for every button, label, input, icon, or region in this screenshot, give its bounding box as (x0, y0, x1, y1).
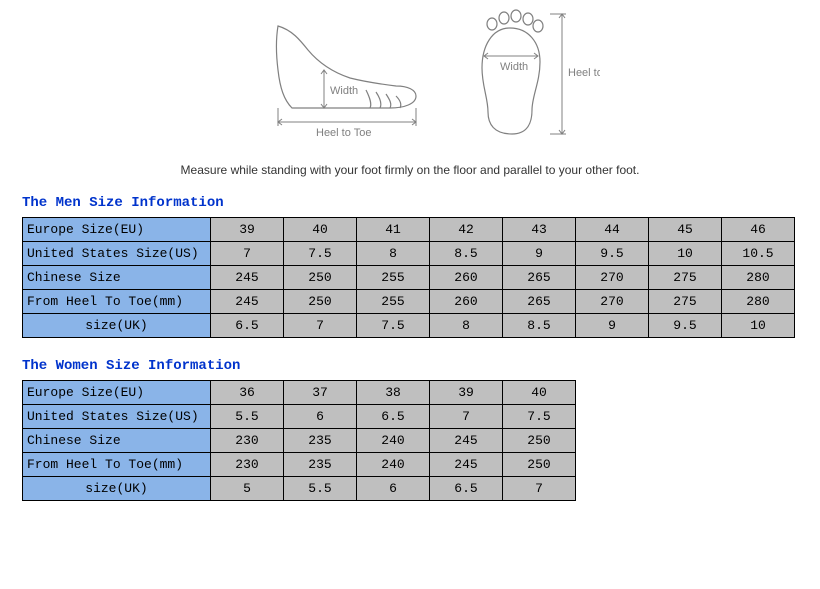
men-cell: 7 (284, 314, 357, 338)
men-cell: 8.5 (503, 314, 576, 338)
men-cell: 260 (430, 290, 503, 314)
sole-heel-toe-label: Heel to Toe (568, 67, 600, 79)
women-cell: 250 (503, 429, 576, 453)
men-cell: 44 (576, 218, 649, 242)
men-cell: 270 (576, 266, 649, 290)
women-cell: 240 (357, 429, 430, 453)
men-cell: 245 (211, 290, 284, 314)
men-cell: 280 (722, 266, 795, 290)
men-cell: 7.5 (284, 242, 357, 266)
side-width-label: Width (330, 85, 358, 97)
men-cell: 8 (430, 314, 503, 338)
men-cell: 42 (430, 218, 503, 242)
men-cell: 250 (284, 266, 357, 290)
men-row-label: United States Size(US) (23, 242, 211, 266)
men-cell: 10.5 (722, 242, 795, 266)
women-cell: 230 (211, 453, 284, 477)
women-cell: 37 (284, 381, 357, 405)
women-cell: 5.5 (211, 405, 284, 429)
men-cell: 275 (649, 266, 722, 290)
men-size-table: Europe Size(EU)3940414243444546United St… (22, 217, 795, 338)
women-cell: 230 (211, 429, 284, 453)
men-cell: 8 (357, 242, 430, 266)
women-row: Chinese Size230235240245250 (23, 429, 576, 453)
men-cell: 46 (722, 218, 795, 242)
men-row-label: From Heel To Toe(mm) (23, 290, 211, 314)
women-cell: 6 (357, 477, 430, 501)
men-section-title: The Men Size Information (22, 195, 820, 211)
women-section-title: The Women Size Information (22, 358, 820, 374)
women-cell: 7.5 (503, 405, 576, 429)
women-cell: 235 (284, 429, 357, 453)
men-row-label: Chinese Size (23, 266, 211, 290)
women-row-label: Europe Size(EU) (23, 381, 211, 405)
women-cell: 245 (430, 453, 503, 477)
women-cell: 235 (284, 453, 357, 477)
side-heel-toe-label: Heel to Toe (316, 127, 371, 139)
women-cell: 6.5 (357, 405, 430, 429)
women-size-table: Europe Size(EU)3637383940United States S… (22, 380, 576, 501)
women-cell: 39 (430, 381, 503, 405)
men-cell: 265 (503, 290, 576, 314)
men-cell: 9 (576, 314, 649, 338)
men-cell: 39 (211, 218, 284, 242)
men-cell: 9.5 (576, 242, 649, 266)
women-row: United States Size(US)5.566.577.5 (23, 405, 576, 429)
women-cell: 36 (211, 381, 284, 405)
women-cell: 7 (503, 477, 576, 501)
women-cell: 245 (430, 429, 503, 453)
men-cell: 255 (357, 266, 430, 290)
women-cell: 38 (357, 381, 430, 405)
men-cell: 245 (211, 266, 284, 290)
women-cell: 240 (357, 453, 430, 477)
men-cell: 7 (211, 242, 284, 266)
men-cell: 8.5 (430, 242, 503, 266)
men-row-label: size(UK) (23, 314, 211, 338)
men-cell: 270 (576, 290, 649, 314)
men-cell: 41 (357, 218, 430, 242)
sole-width-label: Width (500, 61, 528, 73)
men-cell: 280 (722, 290, 795, 314)
men-cell: 250 (284, 290, 357, 314)
measurement-caption: Measure while standing with your foot fi… (0, 163, 820, 177)
women-row-label: From Heel To Toe(mm) (23, 453, 211, 477)
men-cell: 10 (649, 242, 722, 266)
men-row: Europe Size(EU)3940414243444546 (23, 218, 795, 242)
women-cell: 6.5 (430, 477, 503, 501)
men-cell: 9 (503, 242, 576, 266)
women-cell: 40 (503, 381, 576, 405)
men-cell: 6.5 (211, 314, 284, 338)
men-cell: 265 (503, 266, 576, 290)
men-cell: 9.5 (649, 314, 722, 338)
men-cell: 260 (430, 266, 503, 290)
men-cell: 45 (649, 218, 722, 242)
men-row: size(UK)6.577.588.599.510 (23, 314, 795, 338)
men-cell: 7.5 (357, 314, 430, 338)
foot-diagram-area: Width Heel to Toe Width (0, 0, 820, 153)
women-row-label: United States Size(US) (23, 405, 211, 429)
women-cell: 6 (284, 405, 357, 429)
men-cell: 43 (503, 218, 576, 242)
women-cell: 5.5 (284, 477, 357, 501)
men-row: Chinese Size245250255260265270275280 (23, 266, 795, 290)
men-cell: 40 (284, 218, 357, 242)
men-row: United States Size(US)77.588.599.51010.5 (23, 242, 795, 266)
women-cell: 250 (503, 453, 576, 477)
women-row-label: size(UK) (23, 477, 211, 501)
women-row: From Heel To Toe(mm)230235240245250 (23, 453, 576, 477)
men-row: From Heel To Toe(mm)24525025526026527027… (23, 290, 795, 314)
men-row-label: Europe Size(EU) (23, 218, 211, 242)
women-row: size(UK)55.566.57 (23, 477, 576, 501)
women-cell: 5 (211, 477, 284, 501)
foot-diagram-svg: Width Heel to Toe Width (220, 8, 600, 148)
men-cell: 10 (722, 314, 795, 338)
women-row-label: Chinese Size (23, 429, 211, 453)
women-cell: 7 (430, 405, 503, 429)
women-row: Europe Size(EU)3637383940 (23, 381, 576, 405)
men-cell: 275 (649, 290, 722, 314)
men-cell: 255 (357, 290, 430, 314)
